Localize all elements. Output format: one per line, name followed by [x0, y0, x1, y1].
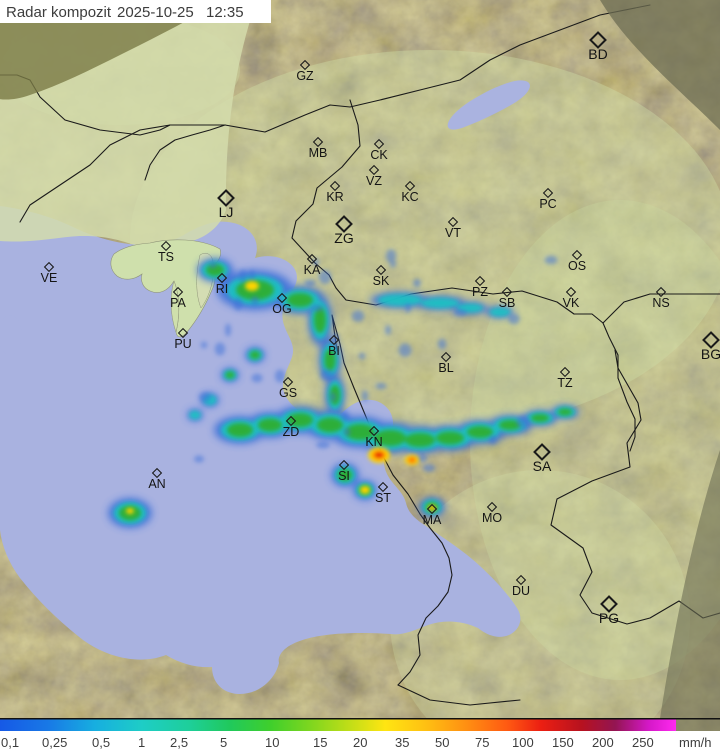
svg-text:2,5: 2,5	[170, 735, 188, 750]
svg-text:SB: SB	[499, 296, 516, 310]
svg-text:0,1: 0,1	[1, 735, 19, 750]
svg-text:DU: DU	[512, 584, 530, 598]
svg-text:GZ: GZ	[296, 69, 314, 83]
svg-text:15: 15	[313, 735, 327, 750]
svg-text:VT: VT	[445, 226, 461, 240]
svg-text:SA: SA	[533, 458, 552, 474]
svg-text:BL: BL	[438, 361, 453, 375]
svg-text:50: 50	[435, 735, 449, 750]
svg-text:VK: VK	[563, 296, 580, 310]
svg-text:TZ: TZ	[557, 376, 573, 390]
svg-text:20: 20	[353, 735, 367, 750]
svg-text:GS: GS	[279, 386, 297, 400]
svg-text:BG: BG	[701, 346, 720, 362]
svg-text:150: 150	[552, 735, 574, 750]
svg-text:ST: ST	[375, 491, 391, 505]
svg-text:100: 100	[512, 735, 534, 750]
svg-text:SK: SK	[373, 274, 390, 288]
svg-text:0,25: 0,25	[42, 735, 67, 750]
svg-text:KC: KC	[401, 190, 418, 204]
svg-text:PZ: PZ	[472, 285, 488, 299]
svg-text:OS: OS	[568, 259, 586, 273]
svg-text:12:35: 12:35	[206, 4, 244, 21]
svg-text:PG: PG	[599, 610, 619, 626]
svg-text:250: 250	[632, 735, 654, 750]
svg-text:0,5: 0,5	[92, 735, 110, 750]
svg-text:PA: PA	[170, 296, 186, 310]
svg-text:1: 1	[138, 735, 145, 750]
svg-text:NS: NS	[652, 296, 669, 310]
svg-text:MB: MB	[309, 146, 328, 160]
svg-text:10: 10	[265, 735, 279, 750]
svg-text:TS: TS	[158, 250, 174, 264]
svg-text:KR: KR	[326, 190, 343, 204]
svg-text:200: 200	[592, 735, 614, 750]
svg-text:CK: CK	[370, 148, 388, 162]
svg-text:BD: BD	[588, 46, 607, 62]
svg-text:RI: RI	[216, 282, 229, 296]
svg-text:35: 35	[395, 735, 409, 750]
svg-text:ZD: ZD	[283, 425, 300, 439]
svg-text:PC: PC	[539, 197, 556, 211]
svg-text:75: 75	[475, 735, 489, 750]
svg-text:mm/h: mm/h	[679, 735, 712, 750]
svg-text:Radar kompozit: Radar kompozit	[6, 4, 112, 21]
svg-text:KA: KA	[304, 263, 321, 277]
svg-text:SI: SI	[338, 469, 350, 483]
svg-text:OG: OG	[272, 302, 291, 316]
svg-text:2025-10-25: 2025-10-25	[117, 4, 194, 21]
svg-text:AN: AN	[148, 477, 165, 491]
svg-text:LJ: LJ	[219, 204, 234, 220]
svg-text:BI: BI	[328, 344, 340, 358]
svg-text:VE: VE	[41, 271, 58, 285]
svg-text:5: 5	[220, 735, 227, 750]
svg-text:ZG: ZG	[334, 230, 353, 246]
svg-text:KN: KN	[365, 435, 382, 449]
svg-text:PU: PU	[174, 337, 191, 351]
svg-text:MA: MA	[423, 513, 442, 527]
svg-text:VZ: VZ	[366, 174, 382, 188]
svg-text:MO: MO	[482, 511, 502, 525]
